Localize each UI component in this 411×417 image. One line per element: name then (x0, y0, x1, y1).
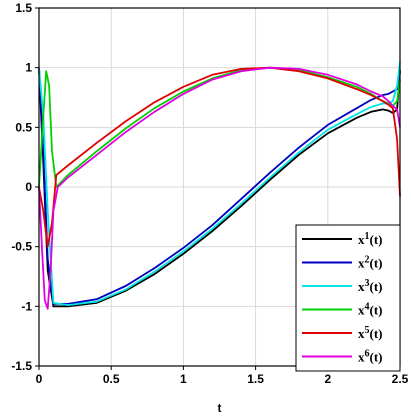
legend-entry-suffix: (t) (370, 326, 383, 341)
legend-entry-base: x (358, 279, 365, 294)
legend-entry-base: x (358, 303, 365, 318)
legend: x1(t)x2(t)x3(t)x4(t)x5(t)x6(t) (295, 224, 401, 372)
y-tick-label: 1 (25, 61, 32, 75)
x-tick-label: 0 (36, 372, 43, 386)
legend-entry-sup: 3 (365, 278, 370, 289)
series-line-1 (38, 67, 401, 308)
legend-entry: x5(t) (358, 325, 383, 341)
tick-labels: 0 0.5 1 1.5 2 2.5 -1.5 -1 -0.5 0 0.5 1 1.5 (11, 1, 408, 386)
legend-entry-sup: 1 (365, 231, 370, 242)
legend-entry-sup: 5 (365, 325, 370, 336)
y-tick-label: 0.5 (15, 120, 32, 134)
y-tick-label: -0.5 (11, 240, 32, 254)
x-tick-label: 1.5 (247, 372, 264, 386)
legend-entry-base: x (358, 350, 365, 365)
legend-entry-base: x (358, 232, 365, 247)
legend-entry: x2(t) (358, 255, 383, 271)
y-tick-label: 0 (25, 180, 32, 194)
x-tick-label: 0.5 (103, 372, 120, 386)
y-tick-label: 1.5 (15, 1, 32, 15)
y-tick-label: -1 (21, 299, 32, 313)
legend-entry-sup: 2 (365, 255, 370, 266)
legend-entry: x6(t) (358, 349, 383, 365)
x-tick-label: 2 (324, 372, 331, 386)
legend-entry-suffix: (t) (370, 279, 383, 294)
x-tick-label: 2.5 (392, 372, 409, 386)
legend-entry-suffix: (t) (370, 303, 383, 318)
series-group (38, 61, 401, 310)
x-tick-label: 1 (180, 372, 187, 386)
y-tick-label: -1.5 (11, 359, 32, 373)
legend-box (295, 224, 401, 372)
legend-entry-suffix: (t) (370, 256, 383, 271)
legend-entry-suffix: (t) (370, 232, 383, 247)
legend-entry-suffix: (t) (370, 350, 383, 365)
series-line-6 (38, 66, 401, 310)
legend-entry: x4(t) (358, 302, 383, 318)
legend-entry-sup: 6 (365, 349, 370, 360)
legend-entry-base: x (358, 326, 365, 341)
legend-entry-base: x (358, 256, 365, 271)
series-line-5 (38, 66, 401, 248)
x-axis-label: t (218, 401, 222, 415)
legend-entry-sup: 4 (365, 302, 370, 313)
legend-entry: x3(t) (358, 278, 383, 294)
legend-entry: x1(t) (358, 231, 383, 247)
